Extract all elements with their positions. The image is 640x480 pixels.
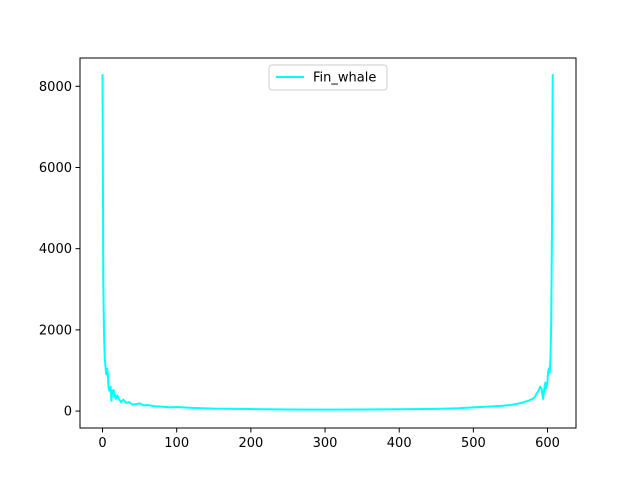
- x-tick-label: 400: [387, 436, 412, 451]
- legend: Fin_whale: [268, 64, 388, 91]
- x-tick-label: 500: [461, 436, 486, 451]
- y-tick-label: 2000: [39, 323, 72, 338]
- plot-frame: [79, 57, 577, 429]
- x-tick-label: 0: [98, 436, 106, 451]
- legend-box: [268, 64, 388, 91]
- series-line-1: [101, 74, 554, 411]
- y-tick-label: 4000: [39, 242, 72, 257]
- legend-label-fin-whale: Fin_whale: [313, 71, 376, 86]
- x-tick-label: 600: [535, 436, 560, 451]
- series-layer: [101, 74, 554, 411]
- y-axis: 0 2000 4000 6000 8000: [39, 80, 80, 420]
- y-tick-label: 0: [64, 405, 72, 420]
- x-tick-label: 100: [164, 436, 189, 451]
- y-tick-label: 6000: [39, 161, 72, 176]
- x-tick-label: 200: [238, 436, 263, 451]
- x-axis: 0 100 200 300 400 500 600: [98, 428, 560, 451]
- x-tick-label: 300: [313, 436, 338, 451]
- y-tick-label: 8000: [39, 80, 72, 95]
